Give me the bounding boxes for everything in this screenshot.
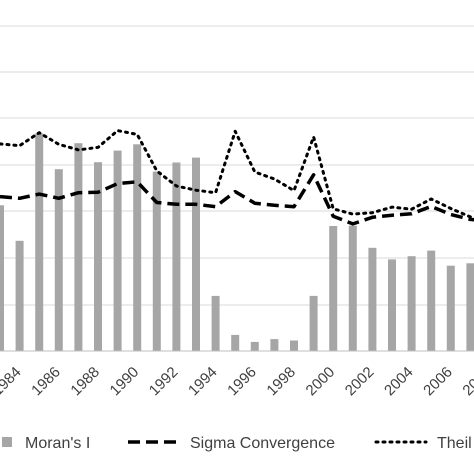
theil-index-line (0, 129, 474, 219)
gridlines (0, 25, 474, 306)
x-tick-1988: 1988 (67, 364, 103, 400)
bar-1990 (113, 150, 122, 351)
x-tick-1992: 1992 (146, 364, 182, 400)
x-tick-2002: 2002 (342, 364, 378, 400)
x-tick-1994: 1994 (185, 364, 221, 400)
x-tick-2008: 2008 (459, 364, 474, 400)
bar-1997 (250, 341, 259, 351)
bar-1987 (54, 169, 63, 351)
legend: Moran's I Sigma Convergence Theil Index (2, 435, 474, 452)
x-tick-1996: 1996 (224, 364, 260, 400)
x-tick-1984: 1984 (0, 364, 25, 400)
bar-1988 (74, 143, 83, 351)
bar-1998 (270, 339, 279, 351)
x-tick-1998: 1998 (263, 364, 299, 400)
bar-2008 (466, 263, 474, 352)
bar-1999 (290, 340, 298, 351)
bar-1992 (152, 171, 161, 351)
moran-bars (0, 133, 474, 352)
bar-2003 (368, 247, 377, 351)
bar-1985 (15, 240, 24, 351)
bar-1994 (192, 157, 200, 351)
bar-1991 (133, 144, 142, 351)
x-tick-1986: 1986 (28, 364, 64, 400)
bar-2004 (388, 259, 396, 351)
sigma-convergence-line (0, 173, 474, 226)
bar-1996 (231, 334, 240, 351)
x-tick-2006: 2006 (420, 364, 456, 400)
line-series (0, 129, 474, 226)
x-tick-labels: 1984 1986 1988 1990 1992 1994 1996 1998 2000 2002… (0, 364, 474, 400)
bar-1986 (35, 133, 44, 351)
bar-2006 (427, 250, 436, 351)
bar-2002 (348, 225, 357, 351)
bar-2007 (446, 265, 455, 351)
x-tick-2000: 2000 (303, 364, 339, 400)
legend-label-morans-i: Moran's I (25, 435, 90, 452)
bar-1984 (0, 205, 4, 351)
bar-1993 (172, 162, 181, 351)
legend-label-sigma-convergence: Sigma Convergence (190, 435, 335, 452)
x-tick-2004: 2004 (381, 364, 417, 400)
bar-2005 (407, 256, 416, 351)
bar-1995 (211, 295, 220, 351)
bar-2000 (309, 295, 318, 351)
legend-label-theil-index: Theil Index (437, 435, 474, 452)
bar-1989 (94, 162, 102, 351)
legend-swatch-morans-i (2, 437, 12, 447)
bar-2001 (329, 226, 338, 351)
x-tick-1990: 1990 (107, 364, 143, 400)
